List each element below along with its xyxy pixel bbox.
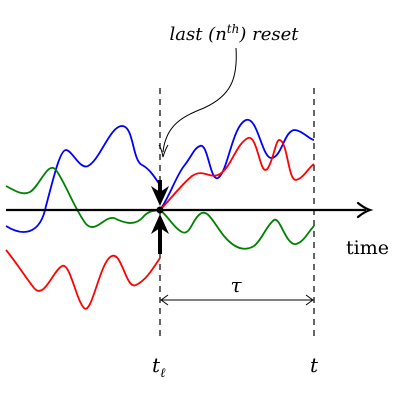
annotation-pointer: [162, 47, 237, 153]
end-time-label: t: [310, 353, 319, 377]
reset-arrow-down-head: [151, 186, 169, 206]
annotation-suffix: ) reset: [238, 24, 299, 45]
reset-time-base: t: [152, 353, 161, 377]
red-trajectory-after-reset: [159, 137, 315, 211]
time-axis-label: time: [346, 237, 389, 259]
green-trajectory-after-reset: [159, 209, 315, 250]
blue-trajectory-before-reset: [5, 125, 161, 233]
red-trajectory-before-reset: [5, 249, 161, 310]
green-trajectory-before-reset: [5, 166, 161, 228]
reset-time-subscript: ℓ: [160, 366, 166, 381]
time-axis-arrowhead: [356, 201, 374, 219]
reset-point: [156, 206, 164, 214]
reset-arrow-up-head: [151, 214, 169, 234]
annotation-label: last (nth) reset: [170, 22, 300, 45]
blue-trajectory-after-reset: [159, 119, 315, 211]
annotation-prefix: last (n: [170, 24, 227, 45]
reset-time-label: tℓ: [152, 353, 166, 381]
tau-interval-right-arrowhead: [305, 294, 314, 306]
annotation-pointer-arrowhead: [158, 144, 169, 158]
annotation-superscript: th: [227, 22, 240, 36]
tau-label: τ: [230, 273, 242, 297]
tau-interval-left-arrowhead: [160, 294, 169, 306]
